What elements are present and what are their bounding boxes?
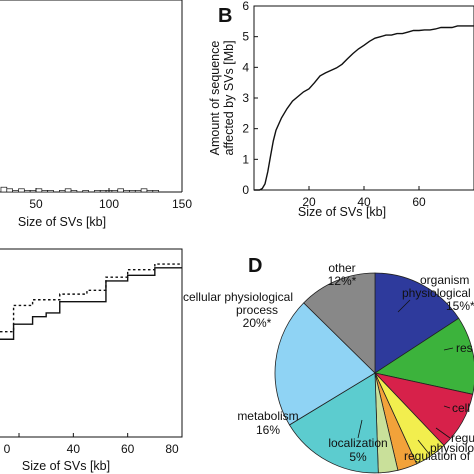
pie-label-metabolism-1: metabolism xyxy=(237,409,298,423)
pie-leader-line xyxy=(443,347,454,351)
panel-a-tick-150: 150 xyxy=(172,197,192,211)
pie-slice-1 xyxy=(373,317,474,395)
pie-label-organism-3: 15%* xyxy=(446,299,474,313)
pie-leader-line xyxy=(443,405,451,409)
panel-a-x-label: Size of SVs [kb] xyxy=(18,215,106,229)
panel-a-bar xyxy=(35,188,43,193)
panel-a: 50 100 150 Size of SVs [kb] xyxy=(0,0,192,229)
panel-d: D other 12%* organism physiological 15%*… xyxy=(183,255,474,474)
pie-label-localization-2: 5% xyxy=(349,450,367,464)
panel-b-frame xyxy=(253,5,474,191)
panel-a-bar xyxy=(140,188,148,193)
panel-c-frame xyxy=(0,248,183,438)
panel-b-y-label-2: affected by SVs [Mb] xyxy=(222,40,236,155)
panel-c-ticks: 0 40 60 80 xyxy=(4,433,183,456)
panel-a-bar xyxy=(99,190,107,193)
panel-a-bar xyxy=(12,190,19,193)
panel-a-bar xyxy=(64,188,72,193)
panel-a-bar xyxy=(117,188,124,193)
panel-a-bar xyxy=(41,190,49,193)
pie-label-cell: cell xyxy=(452,401,470,415)
panel-c-x-label: Size of SVs [kb] xyxy=(22,459,110,473)
pie-slice-8 xyxy=(303,272,376,374)
panel-b-line xyxy=(254,25,474,191)
panel-b-x-label: Size of SVs [kb] xyxy=(298,205,386,219)
panel-a-ticks xyxy=(35,188,183,192)
panel-b-x-tick-label: 60 xyxy=(412,195,426,209)
panel-c-x-tick-label: 80 xyxy=(165,442,179,456)
pie-label-other-pct: 12%* xyxy=(328,274,357,288)
pie-label-organism-1: organism xyxy=(420,273,469,287)
panel-b-y-tick-label: 2 xyxy=(242,122,249,136)
pie-label-cellular-1: cellular physiological xyxy=(183,290,293,304)
panel-b-y-tick-label: 3 xyxy=(242,91,249,105)
pie-label-res: res xyxy=(456,341,473,355)
panel-a-bar xyxy=(47,190,54,193)
pie-label-cellular-3: 20%* xyxy=(243,316,272,330)
pie-leader-line xyxy=(357,419,363,439)
panel-a-bar xyxy=(70,190,78,193)
panel-a-bar xyxy=(134,190,142,193)
pie-label-regu: regu xyxy=(451,431,474,445)
pie-label-other: other xyxy=(328,261,355,275)
panel-a-bar xyxy=(82,190,89,193)
panel-c-solid-line xyxy=(0,267,182,340)
panel-d-letter: D xyxy=(248,255,262,277)
panel-a-bar xyxy=(29,190,37,193)
panel-b: B 0 1 2 3 4 5 6 20 40 60 Amount of sequence affec… xyxy=(208,0,474,219)
panel-a-bar xyxy=(152,190,159,193)
panel-b-y-tick-label: 5 xyxy=(242,30,249,44)
panel-c-x-tick-label: 0 xyxy=(4,442,11,456)
panel-b-y-label-1: Amount of sequence xyxy=(208,41,222,156)
panel-a-frame xyxy=(0,0,183,192)
pie-label-regulation-1: regulation of xyxy=(404,449,471,463)
panel-a-bar xyxy=(111,190,119,193)
pie-leader-line xyxy=(397,299,411,313)
panel-b-y-tick-label: 6 xyxy=(242,0,249,13)
pie-slice-7 xyxy=(274,302,376,426)
panel-a-tick-50: 50 xyxy=(29,197,43,211)
pie-label-localization-1: localization xyxy=(328,436,387,450)
pie-label-metabolism-2: 16% xyxy=(256,423,280,437)
pie-leader-line xyxy=(417,439,431,456)
pie-slice-6 xyxy=(288,372,379,474)
panel-a-bar xyxy=(18,188,25,193)
panel-b-x-tick-label: 20 xyxy=(302,195,316,209)
panel-b-y-tick-label: 1 xyxy=(242,152,249,166)
panel-b-y-tick-label: 0 xyxy=(242,183,249,197)
panel-c-x-tick-label: 40 xyxy=(67,442,81,456)
panel-a-bar xyxy=(146,190,154,193)
panel-a-bar xyxy=(59,190,66,193)
panel-d-pie xyxy=(274,272,474,474)
panel-d-leader-lines xyxy=(357,299,454,456)
pie-leader-line xyxy=(435,427,451,439)
pie-slice-0 xyxy=(374,272,460,374)
panel-b-ticks: 0 1 2 3 4 5 6 20 40 60 xyxy=(242,0,426,209)
panel-a-bar xyxy=(129,190,136,193)
panel-a-tick-100: 100 xyxy=(99,197,119,211)
panel-a-bar xyxy=(23,190,31,193)
panel-a-bar xyxy=(94,190,101,193)
panel-b-x-tick-label: 40 xyxy=(357,195,371,209)
pie-label-cellular-2: process xyxy=(236,303,278,317)
panel-b-y-tick-label: 4 xyxy=(242,60,249,74)
panel-c-x-tick-label: 60 xyxy=(121,442,135,456)
panel-c: 0 40 60 80 Size of SVs [kb] xyxy=(0,248,183,473)
panel-b-letter: B xyxy=(218,5,232,27)
pie-label-regulation-2: physiological xyxy=(430,441,474,455)
panel-a-bars xyxy=(0,186,159,193)
pie-label-organism-2: physiological xyxy=(402,286,471,300)
panel-a-bar xyxy=(6,188,13,193)
panel-a-bar xyxy=(0,186,8,193)
panel-a-bar xyxy=(123,190,130,193)
